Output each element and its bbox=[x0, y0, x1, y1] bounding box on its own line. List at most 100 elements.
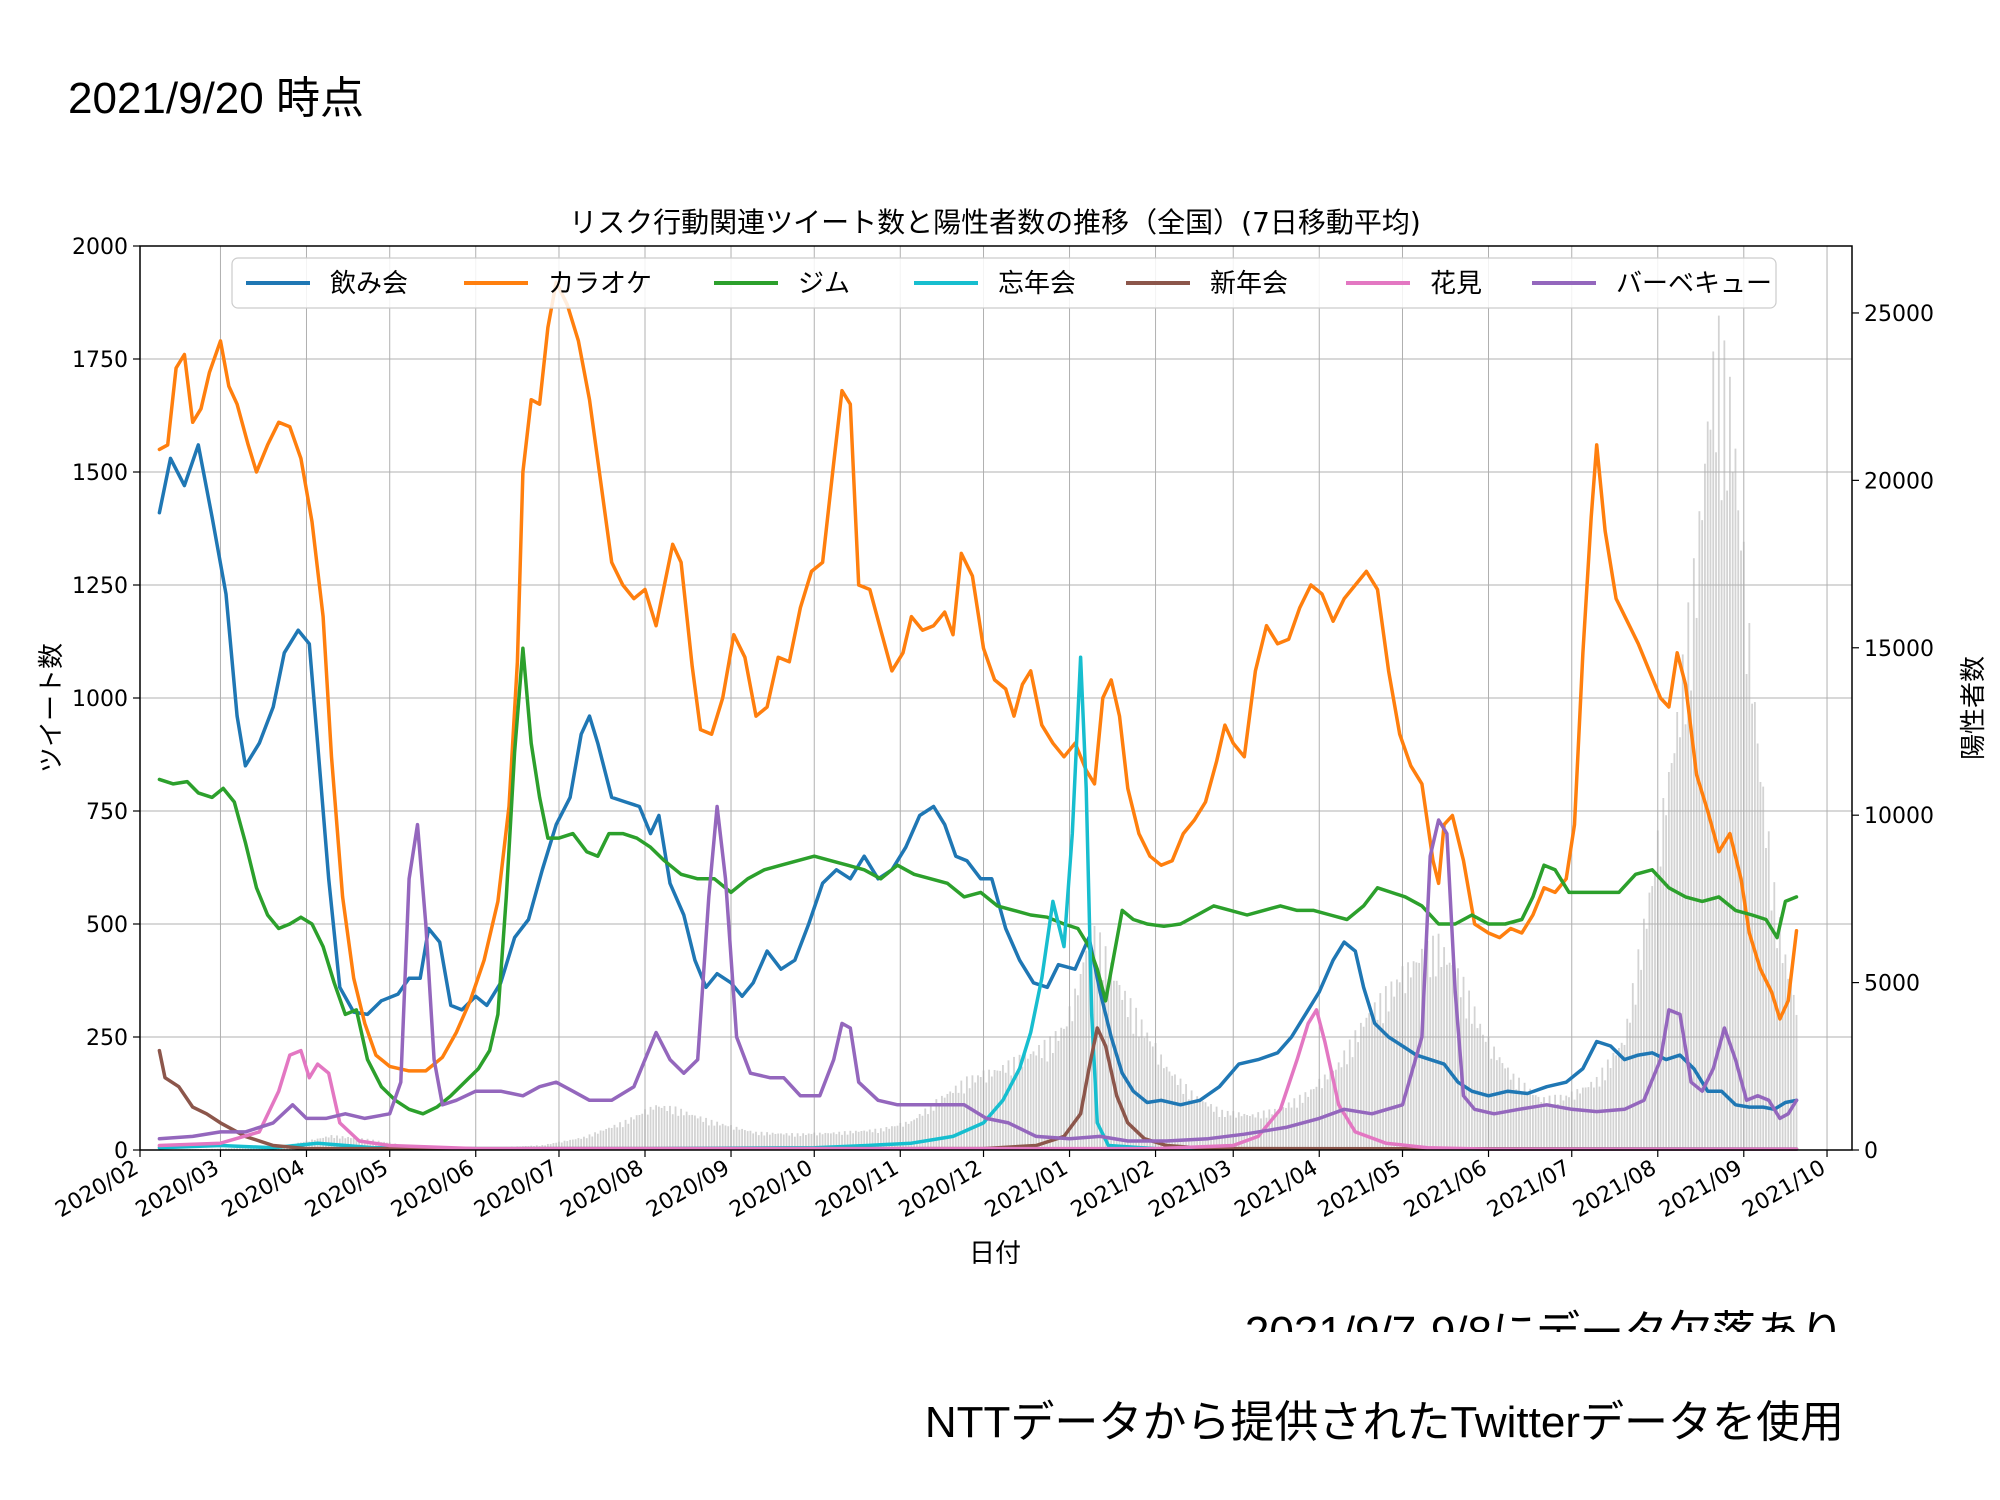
positive-cases-bar bbox=[1776, 948, 1778, 1150]
positive-cases-bar bbox=[1681, 654, 1684, 1150]
positive-cases-bar bbox=[1479, 1023, 1482, 1150]
positive-cases-bar bbox=[832, 1132, 835, 1150]
positive-cases-bar bbox=[1179, 1078, 1182, 1150]
positive-cases-bar bbox=[857, 1131, 860, 1150]
positive-cases-bar bbox=[1137, 1036, 1140, 1150]
positive-cases-bar bbox=[1562, 1100, 1565, 1150]
positive-cases-bar bbox=[743, 1130, 746, 1150]
positive-cases-bar bbox=[1698, 511, 1701, 1150]
positive-cases-bar bbox=[1523, 1082, 1526, 1150]
positive-cases-bar bbox=[1002, 1064, 1004, 1150]
positive-cases-bar bbox=[1368, 1013, 1371, 1150]
positive-cases-bar bbox=[1717, 315, 1720, 1151]
positive-cases-bar bbox=[968, 1088, 971, 1150]
positive-cases-bar bbox=[1373, 1002, 1376, 1150]
positive-cases-bar bbox=[1096, 969, 1099, 1150]
positive-cases-bar bbox=[655, 1105, 657, 1150]
positive-cases-bar bbox=[1143, 1037, 1146, 1150]
positive-cases-bar bbox=[846, 1134, 849, 1150]
positive-cases-bar bbox=[1290, 1107, 1293, 1150]
positive-cases-bar bbox=[685, 1111, 688, 1150]
positive-cases-bar bbox=[1762, 786, 1765, 1150]
positive-cases-bar bbox=[805, 1134, 807, 1150]
positive-cases-bar bbox=[1054, 1031, 1057, 1150]
positive-cases-bar bbox=[1518, 1077, 1520, 1150]
positive-cases-bar bbox=[1237, 1112, 1240, 1150]
positive-cases-bar bbox=[355, 1138, 358, 1150]
positive-cases-bar bbox=[1601, 1067, 1604, 1150]
positive-cases-bar bbox=[780, 1133, 782, 1150]
positive-cases-bar bbox=[1382, 1023, 1384, 1150]
positive-cases-bar bbox=[1551, 1106, 1554, 1150]
positive-cases-bar bbox=[724, 1125, 727, 1150]
positive-cases-bar bbox=[1468, 990, 1470, 1150]
positive-cases-bar bbox=[1543, 1097, 1545, 1150]
positive-cases-bar bbox=[1642, 918, 1645, 1150]
positive-cases-bar bbox=[688, 1115, 691, 1150]
positive-cases-bar bbox=[1784, 954, 1787, 1150]
positive-cases-bar bbox=[746, 1131, 749, 1150]
positive-cases-bar bbox=[241, 1147, 244, 1150]
positive-cases-bar bbox=[1432, 935, 1434, 1150]
positive-cases-bar bbox=[727, 1126, 730, 1150]
y-right-tick-label: 0 bbox=[1864, 1139, 1878, 1164]
positive-cases-bar bbox=[1296, 1107, 1298, 1150]
positive-cases-bar bbox=[788, 1135, 791, 1150]
positive-cases-bar bbox=[1038, 1044, 1040, 1150]
positive-cases-bar bbox=[1593, 1087, 1595, 1150]
positive-cases-bar bbox=[1770, 910, 1773, 1150]
positive-cases-bar bbox=[763, 1135, 766, 1150]
positive-cases-bar bbox=[1157, 1064, 1160, 1150]
positive-cases-bar bbox=[1407, 962, 1409, 1150]
x-tick-label: 2020/10 bbox=[726, 1156, 818, 1223]
positive-cases-bar bbox=[1421, 948, 1423, 1150]
positive-cases-bar bbox=[374, 1141, 377, 1150]
positive-cases-bar bbox=[1679, 737, 1681, 1150]
positive-cases-bar bbox=[247, 1147, 250, 1150]
positive-cases-bar bbox=[1767, 831, 1770, 1150]
positive-cases-bar bbox=[225, 1148, 227, 1150]
positive-cases-bar bbox=[1243, 1113, 1246, 1150]
positive-cases-bar bbox=[663, 1105, 666, 1150]
positive-cases-bar bbox=[1498, 1057, 1501, 1150]
positive-cases-bar bbox=[1029, 1053, 1032, 1150]
positive-cases-bar bbox=[1667, 772, 1670, 1150]
positive-cases-bar bbox=[1115, 980, 1118, 1150]
positive-cases-bar bbox=[1726, 490, 1729, 1150]
positive-cases-bar bbox=[1740, 550, 1742, 1150]
x-tick-label: 2020/12 bbox=[895, 1156, 987, 1223]
positive-cases-bar bbox=[1465, 1018, 1468, 1150]
positive-cases-bar bbox=[1176, 1084, 1179, 1150]
positive-cases-bar bbox=[1035, 1055, 1038, 1150]
positive-cases-bar bbox=[1495, 1060, 1498, 1150]
positive-cases-bar bbox=[1149, 1041, 1151, 1150]
positive-cases-bar bbox=[1218, 1116, 1221, 1150]
positive-cases-bar bbox=[1171, 1075, 1174, 1150]
positive-cases-bar bbox=[1335, 1069, 1337, 1150]
positive-cases-bar bbox=[1454, 979, 1457, 1150]
positive-cases-bar bbox=[1387, 1011, 1390, 1150]
positive-cases-bar bbox=[1165, 1066, 1168, 1150]
positive-cases-bar bbox=[660, 1107, 663, 1150]
positive-cases-bar bbox=[1515, 1089, 1518, 1150]
x-tick-label: 2021/04 bbox=[1231, 1156, 1323, 1223]
positive-cases-bar bbox=[996, 1070, 999, 1150]
positive-cases-bar bbox=[1712, 351, 1715, 1150]
positive-cases-bar bbox=[1692, 558, 1695, 1150]
positive-cases-bar bbox=[1648, 892, 1651, 1150]
positive-cases-bar bbox=[827, 1133, 830, 1150]
positive-cases-bar bbox=[613, 1124, 616, 1150]
positive-cases-bar bbox=[336, 1135, 338, 1150]
x-tick-label: 2020/09 bbox=[642, 1156, 734, 1223]
positive-cases-bar bbox=[1301, 1102, 1304, 1150]
positive-cases-bar bbox=[1110, 962, 1113, 1150]
positive-cases-bar bbox=[1470, 1023, 1473, 1150]
positive-cases-bar bbox=[1554, 1094, 1557, 1150]
positive-cases-bar bbox=[1101, 980, 1104, 1150]
y-right-tick-label: 15000 bbox=[1864, 637, 1934, 662]
positive-cases-bar bbox=[1568, 1097, 1570, 1150]
positive-cases-bar bbox=[816, 1135, 818, 1150]
positive-cases-bar bbox=[1199, 1101, 1201, 1150]
positive-cases-bar bbox=[621, 1127, 624, 1150]
positive-cases-bar bbox=[913, 1119, 916, 1150]
